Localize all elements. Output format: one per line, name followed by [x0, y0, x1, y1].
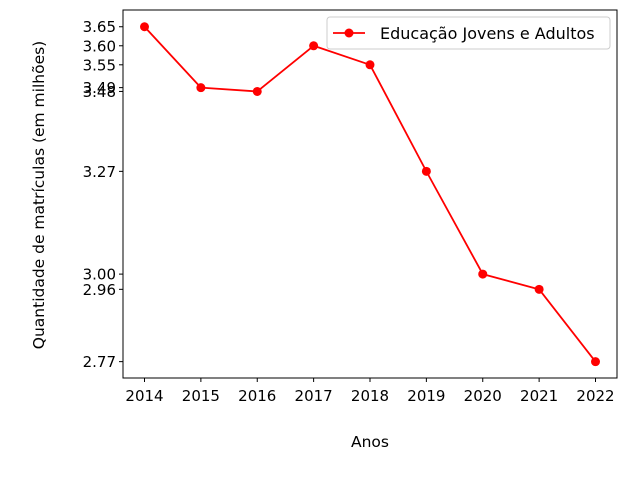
- y-tick-label: 3.55: [83, 56, 116, 74]
- data-point: [196, 83, 206, 93]
- x-tick-label: 2014: [125, 387, 163, 405]
- y-axis-title: Quantidade de matrículas (em milhões): [30, 41, 48, 349]
- y-tick-label: 3.27: [83, 163, 116, 181]
- x-axis-title: Anos: [351, 433, 389, 451]
- x-tick-label: 2020: [464, 387, 502, 405]
- x-tick-label: 2018: [351, 387, 389, 405]
- data-point: [421, 166, 431, 176]
- data-point: [478, 269, 488, 279]
- plot-area: [123, 10, 617, 378]
- x-axis-ticks: 2014 2015 2016 2017 2018 2019 2020 2021 2022: [125, 378, 615, 405]
- x-tick-label: 2016: [238, 387, 276, 405]
- y-tick-label: 3.49: [83, 79, 116, 97]
- legend-marker-swatch: [344, 28, 354, 38]
- series-layer: [140, 22, 600, 367]
- data-point: [591, 357, 600, 367]
- data-point: [140, 22, 149, 32]
- x-tick-label: 2021: [520, 387, 558, 405]
- x-tick-label: 2015: [182, 387, 220, 405]
- y-tick-label: 2.77: [83, 353, 116, 371]
- y-tick-label: 2.96: [83, 281, 116, 299]
- y-tick-label: 3.00: [83, 266, 116, 284]
- legend: Educação Jovens e Adultos: [326, 16, 611, 50]
- plot-frame: [122, 9, 618, 379]
- data-point: [309, 41, 319, 51]
- data-point: [365, 60, 375, 70]
- y-tick-label: 3.65: [83, 18, 116, 36]
- legend-frame: [326, 16, 611, 50]
- x-tick-label: 2022: [576, 387, 614, 405]
- x-tick-label: 2019: [407, 387, 445, 405]
- data-point: [534, 284, 544, 294]
- y-axis-ticks: 3.653.603.55 3.493.48 3.27 3.002.96 2.77: [83, 18, 123, 371]
- y-tick-label: 3.48: [83, 83, 116, 101]
- y-tick-label: 3.60: [83, 37, 116, 55]
- x-tick-label: 2017: [295, 387, 333, 405]
- legend-label: Educação Jovens e Adultos: [380, 24, 595, 43]
- data-point: [252, 86, 262, 96]
